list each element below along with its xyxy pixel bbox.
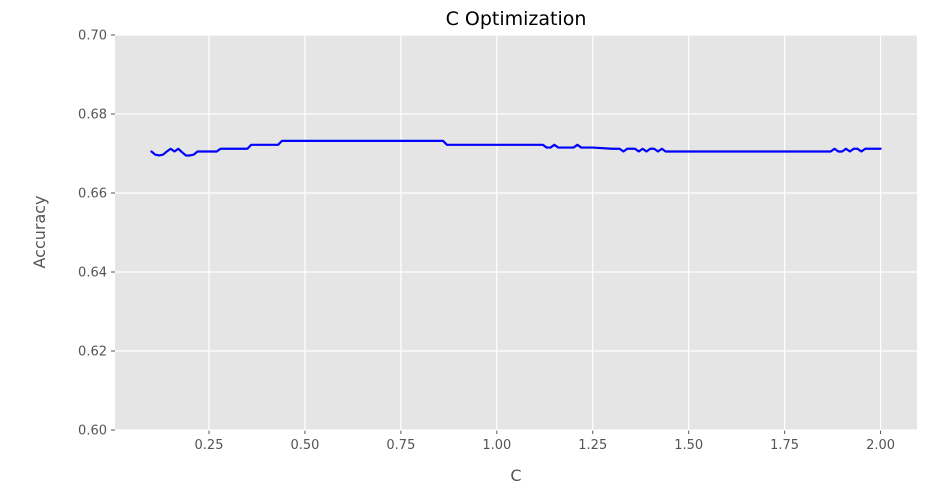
x-tick-label: 0.75 <box>386 438 415 453</box>
chart-title: C Optimization <box>446 8 587 30</box>
y-axis-label: Accuracy <box>30 195 49 268</box>
plot-background <box>115 35 917 430</box>
x-tick-label: 1.00 <box>482 438 511 453</box>
series-group <box>150 139 882 157</box>
x-tick-label: 0.25 <box>195 438 224 453</box>
y-tick-label: 0.64 <box>78 266 107 281</box>
x-tick-label: 2.00 <box>866 438 895 453</box>
y-tick-label: 0.60 <box>78 424 107 439</box>
x-tick-label: 1.50 <box>674 438 703 453</box>
x-tick-label: 1.75 <box>770 438 799 453</box>
y-tick-label: 0.70 <box>78 29 107 44</box>
x-tick-labels: 0.25 0.50 0.75 1.00 1.25 1.50 1.75 2.00 <box>195 438 895 453</box>
grid-lines <box>111 34 917 434</box>
y-tick-label: 0.68 <box>78 108 107 123</box>
x-axis-label: C <box>510 466 521 485</box>
y-tick-label: 0.62 <box>78 345 107 360</box>
y-tick-labels: 0.60 0.62 0.64 0.66 0.68 0.70 <box>78 29 107 439</box>
x-tick-label: 0.50 <box>290 438 319 453</box>
series-line <box>150 139 882 157</box>
y-tick-label: 0.66 <box>78 187 107 202</box>
x-tick-label: 1.25 <box>578 438 607 453</box>
